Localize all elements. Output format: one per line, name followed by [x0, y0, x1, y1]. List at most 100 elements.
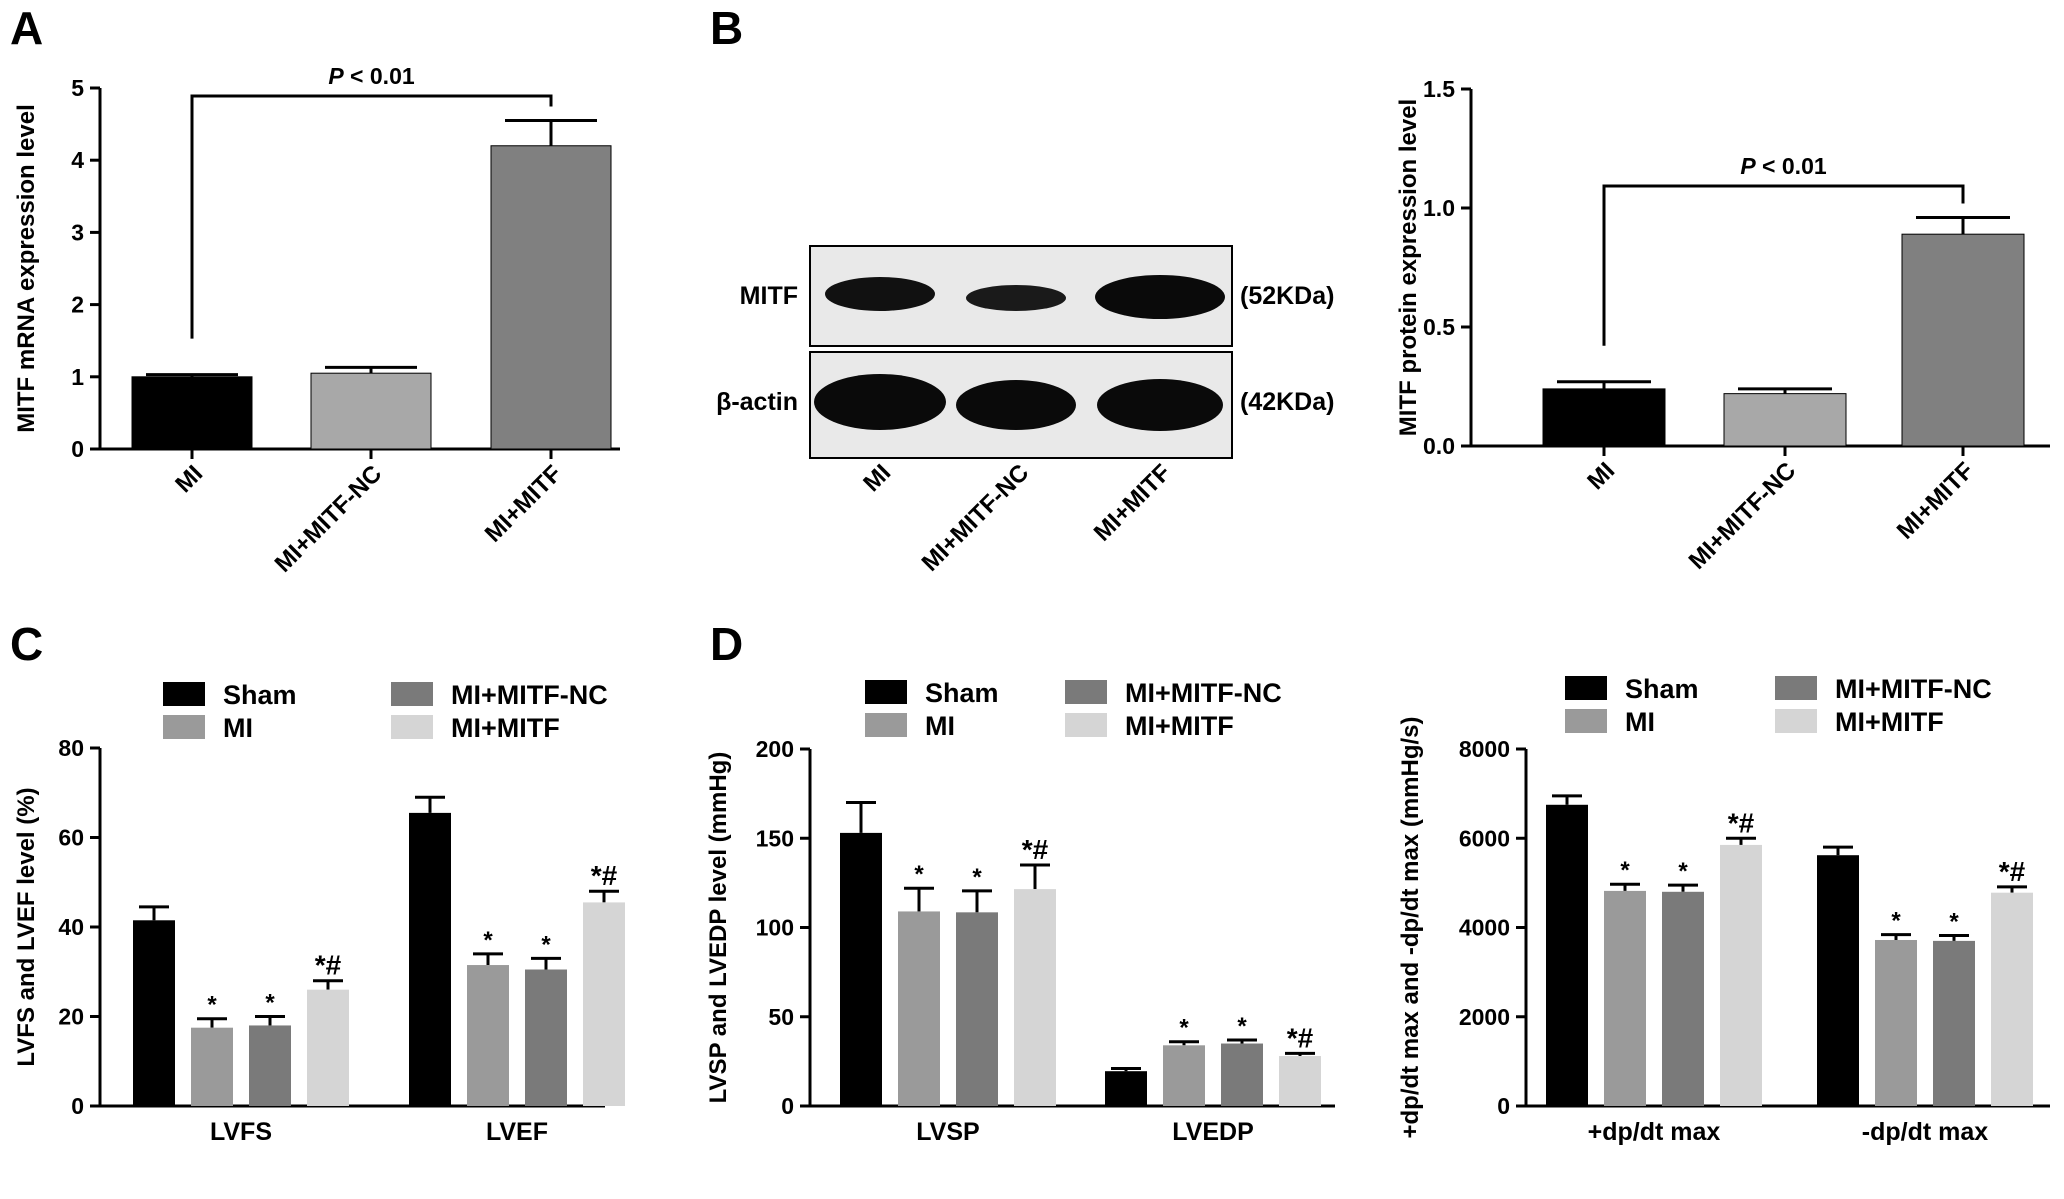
bar-lvedp-mi-mitf [1279, 1056, 1321, 1106]
y-tick-label: 4000 [1459, 915, 1510, 941]
significance-mark: * [914, 861, 924, 888]
significance-mark: * [1949, 909, 1959, 936]
blot-lane-label-2: MI+MITF-NC [917, 459, 1035, 577]
legend-swatch-mi-mitf [1065, 713, 1107, 737]
bar-lvedp-mi-mitf-nc [1221, 1043, 1263, 1106]
bar-lvef-mi [467, 965, 509, 1106]
significance-mark: * [1237, 1013, 1247, 1040]
blot-band-mitf-lane-2 [966, 285, 1066, 311]
significance-mark: * [1678, 858, 1688, 885]
bar-dp-dt-max-sham [1546, 804, 1588, 1106]
bar-mi [131, 376, 253, 450]
blot-row-label-mitf: MITF [740, 282, 798, 310]
y-tick-label: 80 [58, 735, 84, 761]
blot-lane-label-1: MI [858, 459, 896, 497]
significance-label: P < 0.01 [328, 63, 415, 89]
blot-band-actin-lane-1 [814, 374, 946, 430]
panel-letter-b: B [710, 2, 743, 54]
significance-bracket [190, 94, 553, 339]
bar-lvedp-mi [1163, 1045, 1205, 1106]
legend-label-mi: MI [223, 713, 253, 743]
legend-label-sham: Sham [925, 678, 999, 708]
bar-lvedp-sham [1105, 1071, 1147, 1106]
x-tick-label: MI [1582, 457, 1620, 495]
y-tick-label: 40 [58, 914, 84, 940]
y-axis-title: +dp/dt max and -dp/dt max (mmHg/s) [1397, 716, 1424, 1138]
blot-band-actin-lane-2 [956, 380, 1076, 430]
bar-mi-mitf [490, 145, 612, 450]
bar-lvsp-sham [840, 832, 882, 1106]
y-tick-label: 2000 [1459, 1004, 1510, 1030]
y-axis-title: MITF protein expression level [1395, 99, 1422, 436]
legend-swatch-sham [865, 680, 907, 704]
legend-label-mi-mitf-nc: MI+MITF-NC [1125, 678, 1282, 708]
x-tick-label: MI+MITF [1892, 457, 1979, 544]
significance-mark: *# [1022, 834, 1049, 865]
y-axis-title: MITF mRNA expression level [13, 104, 40, 433]
bar-lvsp-mi-mitf-nc [956, 912, 998, 1106]
blot-lane-label-3: MI+MITF [1089, 459, 1176, 546]
y-tick-label: 60 [58, 825, 84, 851]
x-tick-label: MI+MITF [480, 460, 567, 547]
legend-label-sham: Sham [1625, 674, 1699, 704]
bar-dp-dt-max-mi-mitf-nc [1933, 940, 1975, 1106]
y-tick-label: 0 [71, 436, 84, 462]
bar-lvfs-mi-mitf-nc [249, 1025, 291, 1106]
legend-swatch-mi [865, 713, 907, 737]
y-tick-label: 150 [756, 825, 794, 851]
y-tick-label: 0.0 [1423, 433, 1455, 459]
bar-lvef-mi-mitf-nc [525, 969, 567, 1106]
panel-letter-c: C [10, 618, 43, 670]
y-tick-label: 1.0 [1423, 195, 1455, 221]
significance-mark: * [972, 864, 982, 891]
x-category-label: LVFS [210, 1118, 272, 1146]
y-tick-label: 3 [71, 219, 84, 245]
significance-mark: *# [591, 860, 618, 891]
panel-letter-d: D [710, 618, 743, 670]
bar-mi-mitf-nc [310, 372, 432, 450]
chart-mrna-expression: 0 1 2 3 4 5 MITF mRNA expression level MI MI+MIT… [13, 63, 620, 578]
legend-label-mi-mitf: MI+MITF [1835, 707, 1944, 737]
y-tick-label: 8000 [1459, 736, 1510, 762]
legend-swatch-mi-mitf-nc [1065, 680, 1107, 704]
bar-dp-dt-max-mi-mitf [1720, 844, 1762, 1106]
legend-swatch-mi-mitf-nc [1775, 676, 1817, 700]
bar-lvef-mi-mitf [583, 902, 625, 1106]
legend-label-mi-mitf-nc: MI+MITF-NC [451, 680, 608, 710]
y-tick-label: 0.5 [1423, 314, 1455, 340]
significance-mark: * [265, 990, 275, 1017]
blot-size-mitf: (52KDa) [1240, 282, 1334, 310]
bar-mi-mitf [1901, 233, 2025, 447]
y-tick-label: 0 [1497, 1093, 1510, 1119]
significance-mark: * [207, 992, 217, 1019]
y-tick-label: 6000 [1459, 825, 1510, 851]
y-tick-label: 2 [71, 292, 84, 318]
bar-dp-dt-max-mi-mitf [1991, 892, 2033, 1106]
legend-swatch-mi-mitf-nc [391, 682, 433, 706]
legend-swatch-sham [1565, 676, 1607, 700]
legend-swatch-mi-mitf [1775, 709, 1817, 733]
bar-lvef-sham [409, 812, 451, 1106]
significance-mark: * [541, 931, 551, 958]
bar-lvsp-mi-mitf [1014, 889, 1056, 1106]
chart-lvsp-lvedp: 0 50 100 150 200 LVSP and LVEDP level (mmHg) *… [705, 678, 1335, 1146]
y-tick-label: 200 [756, 736, 794, 762]
y-axis-title: LVSP and LVEDP level (mmHg) [705, 752, 732, 1104]
bar-mi-mitf-nc [1723, 393, 1847, 447]
legend-label-sham: Sham [223, 680, 297, 710]
legend-swatch-sham [163, 682, 205, 706]
significance-mark: *# [1999, 856, 2026, 887]
legend-swatch-mi [1565, 709, 1607, 733]
significance-mark: * [1891, 908, 1901, 935]
bar-dp-dt-max-mi [1875, 939, 1917, 1106]
legend-label-mi-mitf-nc: MI+MITF-NC [1835, 674, 1992, 704]
x-category-label: LVEDP [1172, 1118, 1254, 1146]
chart-lvfs-lvef: 0 20 40 60 80 LVFS and LVEF level (%) * * *# LVFS… [13, 680, 625, 1146]
blot-band-mitf-lane-1 [825, 277, 935, 311]
significance-mark: *# [1728, 807, 1755, 838]
y-tick-label: 4 [71, 147, 84, 173]
chart-dpdt: 0 2000 4000 6000 8000 +dp/dt max and -dp/dt m… [1397, 674, 2050, 1146]
panel-letter-a: A [10, 2, 43, 54]
blot-band-actin-lane-3 [1097, 379, 1223, 431]
